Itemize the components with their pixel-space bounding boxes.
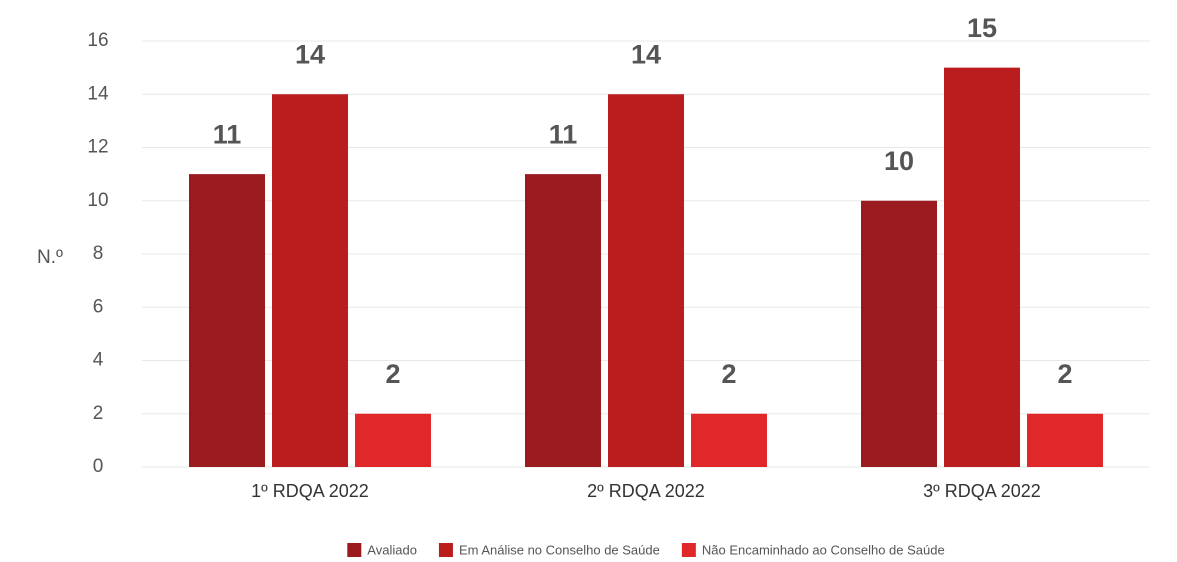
y-tick-label: 12 (87, 137, 108, 158)
bar (944, 67, 1020, 467)
y-tick-label: 6 (93, 296, 104, 317)
value-label: 11 (549, 119, 578, 149)
x-tick-label: 3º RDQA 2022 (923, 481, 1041, 501)
bar (272, 94, 348, 467)
legend-label: Não Encaminhado ao Conselho de Saúde (702, 542, 945, 557)
y-tick-label: 2 (93, 403, 104, 424)
value-label: 14 (295, 39, 325, 69)
bar (355, 413, 431, 467)
y-tick-label: 14 (87, 83, 109, 104)
legend-swatch (681, 543, 696, 557)
legend-label: Avaliado (367, 542, 417, 557)
x-tick-label: 1º RDQA 2022 (251, 481, 369, 501)
bar (691, 413, 767, 467)
value-label: 2 (385, 359, 400, 389)
y-tick-label: 16 (87, 30, 108, 51)
value-label: 15 (967, 13, 997, 43)
bar (861, 200, 937, 467)
y-tick-label: 0 (93, 456, 104, 477)
value-label: 11 (213, 119, 242, 149)
value-label: 14 (631, 39, 661, 69)
value-label: 10 (884, 146, 914, 176)
y-tick-label: 8 (93, 243, 104, 264)
legend-swatch (347, 543, 362, 557)
bar (189, 174, 265, 467)
bar (525, 174, 601, 467)
value-label: 2 (1057, 359, 1072, 389)
bar (1027, 413, 1103, 467)
y-tick-label: 4 (93, 350, 104, 371)
y-axis-label: N.º (37, 247, 63, 268)
x-tick-label: 2º RDQA 2022 (587, 481, 705, 501)
y-tick-label: 10 (87, 190, 108, 211)
legend-label: Em Análise no Conselho de Saúde (459, 542, 660, 557)
bar (608, 94, 684, 467)
value-label: 2 (721, 359, 736, 389)
legend-swatch (438, 543, 453, 557)
